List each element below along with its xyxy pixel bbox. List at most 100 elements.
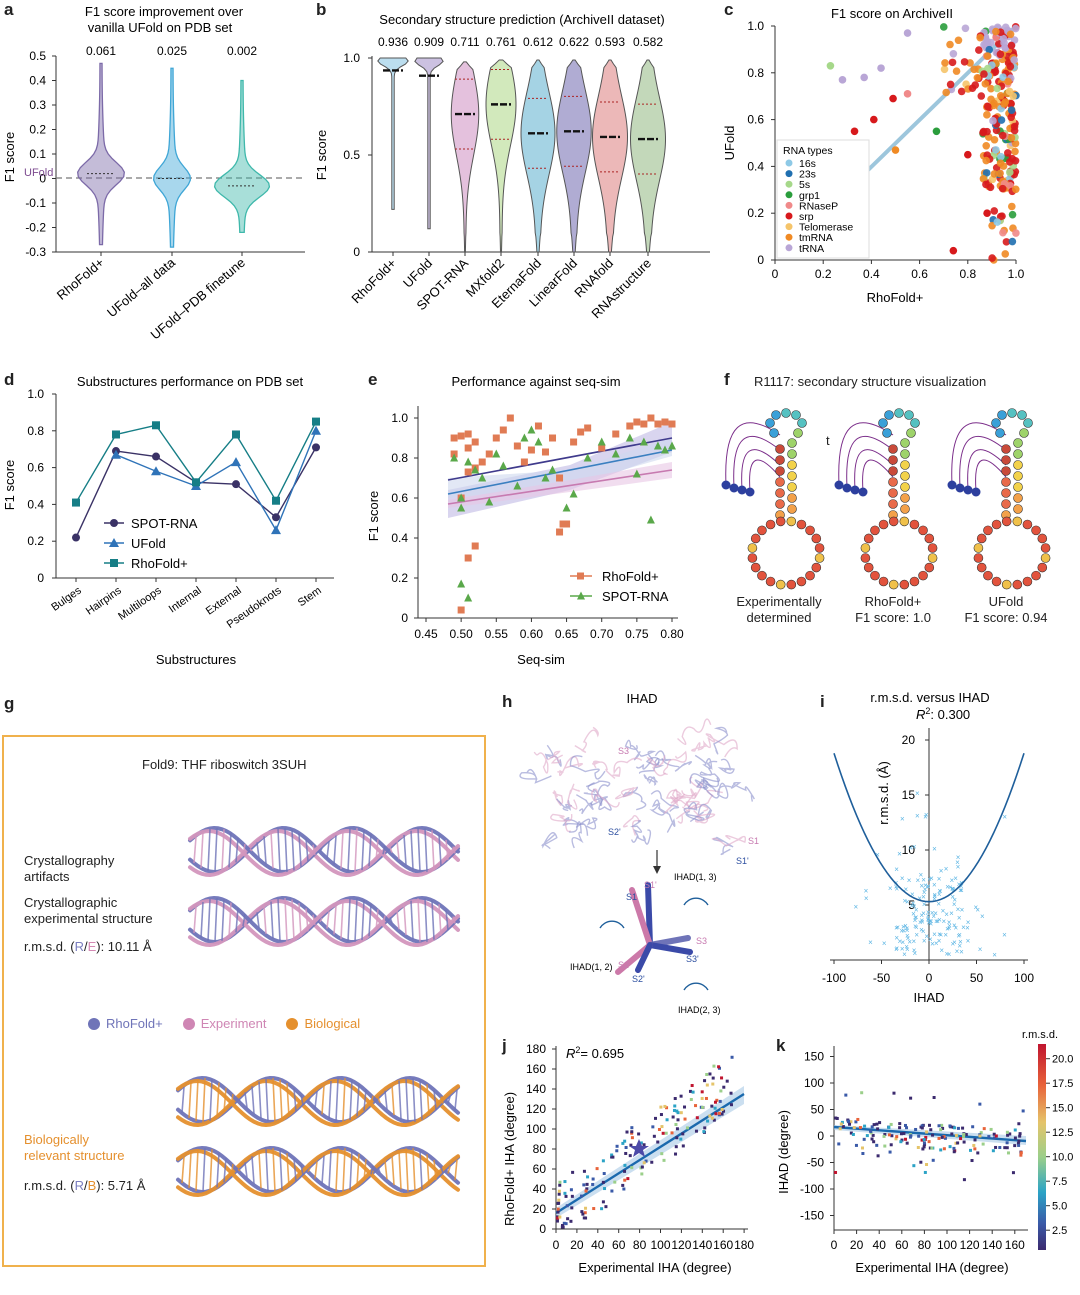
violin-annotation: 0.622 — [559, 35, 589, 49]
data-point: × — [894, 924, 899, 933]
data-point: × — [908, 843, 913, 852]
data-point — [647, 414, 655, 422]
structure-strand — [562, 817, 584, 827]
scatter-point — [891, 146, 900, 154]
data-point: × — [864, 886, 869, 895]
ytick-label: 80 — [533, 1142, 547, 1156]
scatter-point — [996, 159, 1005, 167]
data-point: × — [912, 842, 917, 851]
panel-c-points — [819, 23, 1020, 264]
panel-d-xlabel: Substructures — [156, 652, 237, 667]
data-point — [722, 1109, 726, 1113]
nucleotide — [805, 570, 815, 581]
nucleotide — [745, 487, 755, 497]
structure-strand — [533, 751, 549, 774]
data-point — [591, 1177, 595, 1181]
data-point: × — [922, 937, 927, 946]
data-point — [520, 458, 528, 466]
data-point: × — [897, 849, 902, 858]
base-pair — [193, 906, 197, 934]
data-point — [994, 1134, 998, 1138]
vector-label: S3' — [686, 954, 699, 964]
structure-strand — [689, 767, 721, 784]
data-point — [700, 1090, 704, 1094]
xtick-label: 60 — [895, 1238, 909, 1252]
ytick-label: 0.2 — [747, 206, 764, 220]
data-point — [569, 489, 578, 498]
data-point — [471, 438, 479, 446]
pseudoknot-arc — [854, 449, 894, 490]
scatter-point — [860, 73, 868, 82]
ytick-label: 0.4 — [391, 531, 408, 545]
panel-b-title: Secondary structure prediction (ArchiveI… — [379, 12, 664, 27]
structure-strand — [591, 788, 620, 808]
data-point — [862, 1137, 866, 1141]
data-point — [952, 1150, 956, 1154]
data-point — [729, 1091, 733, 1095]
structure-strand — [592, 760, 616, 779]
scatter-point — [949, 246, 958, 255]
data-point — [729, 1103, 733, 1107]
base-pair — [417, 828, 421, 872]
data-point — [623, 1169, 627, 1173]
base-pair — [375, 909, 379, 931]
pseudoknot-arc — [725, 422, 781, 486]
data-point — [952, 1146, 956, 1150]
data-point — [956, 1126, 960, 1130]
data-point — [908, 1135, 912, 1139]
panel-c-ticks: 00 0.2 0.2 0.4 0.4 0.6 0.6 0.8 0.8 1.0 1.0 — [747, 19, 1024, 281]
data-point — [604, 1205, 608, 1209]
data-point — [870, 1137, 874, 1141]
base-pair — [202, 1077, 206, 1123]
base-pair — [333, 905, 337, 935]
data-point — [569, 1188, 573, 1192]
legend-label: 5s — [799, 179, 810, 191]
base-pair — [440, 1096, 444, 1104]
base-pair — [431, 830, 435, 870]
data-point: × — [975, 906, 980, 915]
scatter-point — [889, 94, 897, 103]
data-point — [912, 1164, 916, 1168]
data-point — [979, 1131, 983, 1135]
data-marker — [231, 457, 241, 467]
data-point — [919, 1160, 923, 1164]
data-point — [1018, 1132, 1022, 1136]
data-point — [1019, 1153, 1023, 1157]
ytick-label: 0 — [353, 245, 360, 259]
data-point — [625, 433, 634, 442]
data-point: × — [926, 912, 931, 921]
scatter-point — [973, 74, 982, 82]
data-point: × — [913, 916, 918, 925]
base-pair — [391, 1084, 395, 1116]
data-point — [991, 1149, 995, 1153]
data-point — [927, 1140, 931, 1144]
data-marker — [192, 478, 200, 487]
violin — [77, 62, 125, 246]
ytick-label: 0.4 — [27, 497, 44, 511]
ytick-label: -50 — [807, 1156, 825, 1170]
panel-k-chart: IHAD (degree) Experimental IHA (degree) … — [776, 1030, 1073, 1275]
nucleotide — [910, 418, 920, 428]
data-point: × — [966, 918, 971, 927]
base-pair — [410, 830, 414, 870]
data-point: × — [950, 884, 955, 893]
data-point — [870, 1125, 874, 1129]
data-point — [639, 1141, 643, 1145]
data-point — [837, 1142, 841, 1146]
scatter-point — [987, 84, 995, 93]
xtick-label: 80 — [918, 1238, 932, 1252]
data-point — [1006, 1133, 1010, 1137]
data-point — [642, 1143, 646, 1147]
data-point — [610, 1189, 614, 1193]
data-point — [557, 1192, 561, 1196]
violin — [213, 79, 271, 234]
data-point: × — [947, 921, 952, 930]
base-pair — [347, 828, 351, 872]
nucleotide — [775, 488, 785, 498]
nucleotide — [747, 553, 758, 563]
panel-h-title: IHAD — [626, 691, 657, 706]
base-pair — [370, 1165, 374, 1175]
data-point: × — [914, 923, 919, 932]
base-pair — [405, 1078, 409, 1122]
data-point: × — [957, 880, 962, 889]
